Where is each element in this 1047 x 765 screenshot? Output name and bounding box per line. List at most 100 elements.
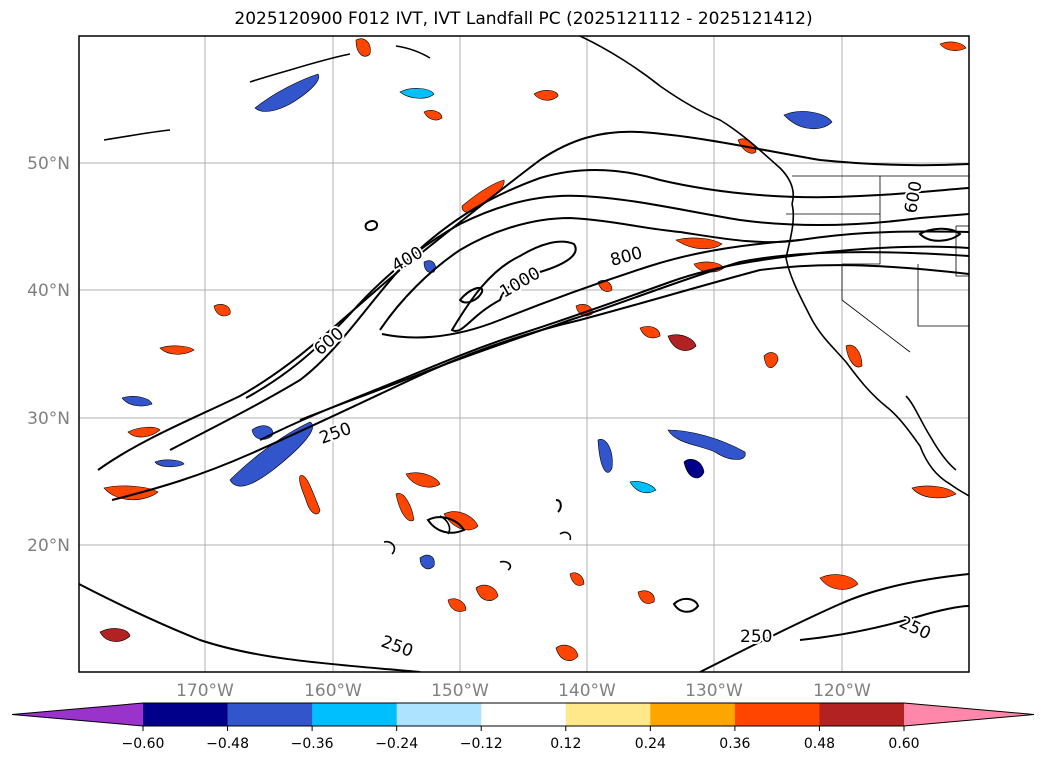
- pc-negative-region: [423, 260, 436, 273]
- contour-label: 250: [896, 612, 934, 644]
- plot-frame: [78, 35, 970, 673]
- colorbar-tick-label: 0.24: [635, 736, 666, 752]
- coastlines: [103, 36, 969, 571]
- ivt-contour-1000: [450, 240, 577, 333]
- pc-positive-region: [555, 644, 579, 661]
- pc-negative-region: [154, 459, 185, 468]
- colorbar-tick-label: −0.60: [122, 736, 165, 752]
- colorbar-tick-label: −0.36: [291, 736, 334, 752]
- pc-negative-region: [399, 88, 435, 99]
- pc-positive-region: [637, 590, 655, 604]
- pc-positive-region: [475, 584, 499, 601]
- pc-positive-region: [423, 110, 443, 121]
- colorbar-segment: [143, 703, 229, 726]
- colorbar-tick-label: −0.24: [375, 736, 418, 752]
- pc-positive-region: [127, 426, 161, 438]
- pc-negative-region: [251, 425, 273, 440]
- pc-positive-region: [159, 345, 195, 355]
- ivt-contour-400: [259, 245, 969, 441]
- pc-positive-region: [569, 572, 585, 586]
- contour-label: 250: [378, 632, 415, 662]
- pc-shading: [99, 38, 967, 661]
- lat-label: 50°N: [27, 154, 70, 174]
- pc-positive-region: [533, 90, 559, 101]
- ivt-contour-250: [364, 220, 378, 232]
- ivt-contour-250: [111, 264, 969, 501]
- colorbar-extend-min: [12, 703, 143, 726]
- pc-negative-region: [683, 459, 705, 479]
- pc-positive-region: [939, 41, 967, 51]
- ivt-contour-600: [245, 194, 969, 399]
- pc-positive-region: [763, 352, 779, 369]
- ivt-contour-1000: [458, 286, 484, 304]
- colorbar-segment: [312, 703, 398, 726]
- longitude-labels: 170°W 160°W 150°W 140°W 130°W 120°W: [176, 681, 871, 701]
- pc-positive-region: [299, 475, 321, 515]
- boundaries: [786, 175, 969, 353]
- lat-label: 40°N: [27, 281, 70, 301]
- ivt-contour-800: [381, 239, 801, 339]
- latitude-labels: 50°N 40°N 30°N 20°N: [27, 154, 70, 556]
- contour-label: 1000: [497, 263, 544, 302]
- ivt-contour-250: [799, 605, 969, 641]
- pc-negative-region: [121, 396, 153, 407]
- colorbar-segment: [227, 703, 313, 726]
- lon-label: 140°W: [558, 681, 616, 701]
- map-title: 2025120900 F012 IVT, IVT Landfall PC (20…: [234, 9, 813, 29]
- ivt-contour-250: [555, 499, 562, 513]
- colorbar-segment: [819, 703, 905, 726]
- pc-positive-region: [819, 574, 859, 590]
- ivt-contour-400: [169, 169, 969, 451]
- pc-positive-region: [103, 485, 159, 501]
- colorbar-segment: [650, 703, 736, 726]
- lon-label: 170°W: [176, 681, 234, 701]
- lat-label: 20°N: [27, 536, 70, 556]
- contour-label: 800: [608, 243, 645, 271]
- pc-negative-region: [597, 439, 613, 473]
- colorbar-segment: [396, 703, 482, 726]
- colorbar-tick-label: 0.60: [888, 736, 919, 752]
- colorbar-tick-label: 0.36: [719, 736, 750, 752]
- contour-label: 250: [317, 419, 354, 449]
- pc-positive-region: [213, 304, 231, 317]
- lon-label: 120°W: [813, 681, 871, 701]
- pc-positive-region: [355, 38, 371, 57]
- colorbar-extend-max: [904, 703, 1034, 726]
- pc-negative-region: [667, 429, 746, 460]
- pc-negative-region: [254, 73, 320, 112]
- ivt-contour-250: [699, 573, 969, 672]
- colorbar-segment: [734, 703, 820, 726]
- pc-negative-region: [229, 421, 313, 487]
- ivt-contour-250: [672, 598, 700, 613]
- pc-positive-region: [447, 598, 467, 612]
- lon-label: 150°W: [431, 681, 489, 701]
- colorbar-segment: [565, 703, 651, 726]
- pc-positive-region: [911, 485, 957, 499]
- contour-label: 250: [740, 627, 772, 647]
- pc-negative-region: [783, 111, 833, 129]
- colorbar-tick-label: 0.12: [550, 736, 581, 752]
- pc-positive-region: [395, 493, 415, 522]
- ivt-contour-250: [426, 516, 466, 534]
- colorbar: −0.60 −0.48 −0.36 −0.24 −0.12 0.12 0.24 0.36 0.4…: [11, 702, 1035, 752]
- contour-label: 600: [901, 179, 926, 214]
- pc-positive-region: [667, 334, 697, 351]
- ivt-contour-800: [379, 216, 969, 331]
- ivt-contour-600: [918, 227, 962, 242]
- pc-negative-region: [419, 554, 435, 570]
- ivt-contour-600: [299, 251, 969, 421]
- lon-label: 160°W: [304, 681, 362, 701]
- colorbar-tick-label: −0.48: [206, 736, 249, 752]
- pc-negative-region: [629, 481, 657, 494]
- colorbar-tick-label: 0.48: [804, 736, 835, 752]
- pc-positive-region: [675, 237, 723, 250]
- pc-positive-region: [845, 344, 863, 368]
- lon-label: 130°W: [685, 681, 743, 701]
- lat-label: 30°N: [27, 409, 70, 429]
- colorbar-segment: [481, 703, 567, 726]
- ivt-contours: [79, 130, 969, 672]
- contour-label: 600: [310, 324, 348, 360]
- pc-positive-region: [443, 511, 479, 531]
- pc-positive-region: [639, 326, 661, 339]
